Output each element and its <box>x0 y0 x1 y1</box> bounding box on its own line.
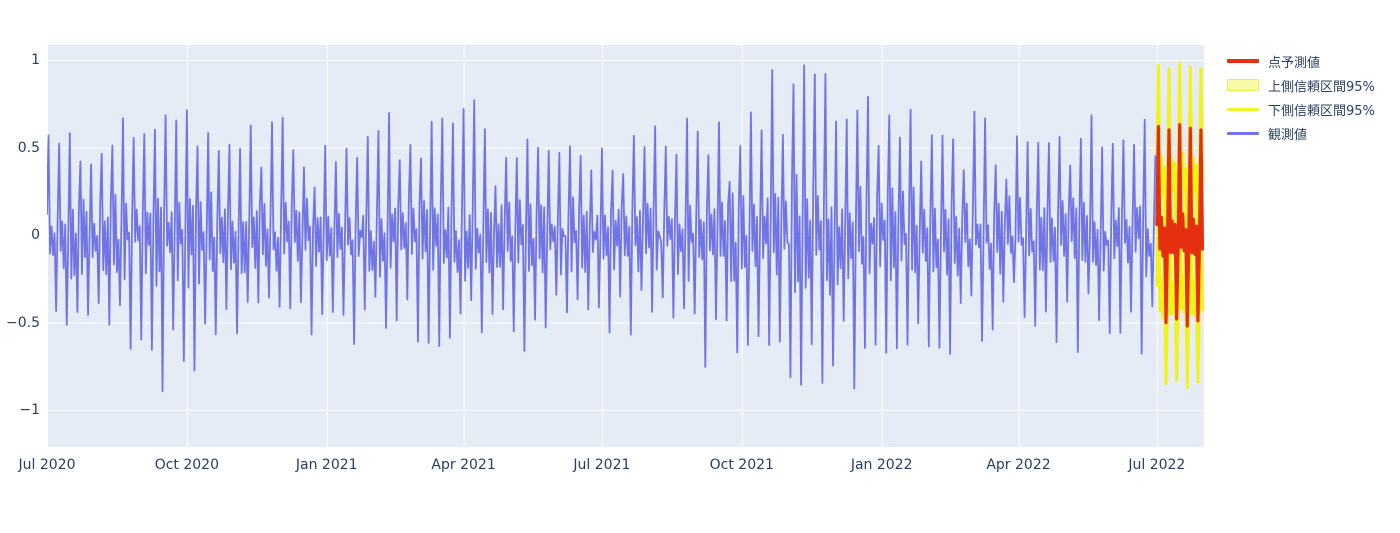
legend-label-forecast: 点予測値 <box>1268 55 1321 71</box>
x-tick-label: Apr 2021 <box>431 457 496 473</box>
y-tick-label: −1 <box>19 402 40 418</box>
y-tick-label: 0 <box>31 227 40 243</box>
legend-item-forecast[interactable]: 点予測値 <box>1227 52 1375 71</box>
legend-item-observed[interactable]: 観測値 <box>1227 124 1375 143</box>
y-tick-label: −0.5 <box>6 314 40 331</box>
legend-label-upper-ci: 上側信頼区間95% <box>1268 79 1375 95</box>
y-tick-label: 0.5 <box>17 139 40 156</box>
y-tick-label: 1 <box>31 52 40 68</box>
legend-item-upper-ci[interactable]: 上側信頼区間95% <box>1227 76 1375 95</box>
lower-ci-line-swatch <box>1227 107 1259 111</box>
x-tick-label: Jul 2021 <box>573 457 631 473</box>
legend: 点予測値 上側信頼区間95% 下側信頼区間95% 観測値 <box>1227 52 1375 143</box>
forecast-line-swatch <box>1227 59 1259 63</box>
chart-canvas[interactable] <box>47 45 1204 447</box>
x-tick-label: Jan 2021 <box>295 457 358 473</box>
x-tick-label: Jul 2020 <box>18 457 76 473</box>
x-tick-label: Oct 2021 <box>709 457 774 473</box>
legend-label-observed: 観測値 <box>1268 127 1308 143</box>
x-tick-label: Apr 2022 <box>986 457 1051 473</box>
x-tick-label: Jan 2022 <box>850 457 913 473</box>
legend-label-lower-ci: 下側信頼区間95% <box>1268 103 1375 119</box>
plot-area[interactable] <box>47 45 1204 447</box>
legend-item-lower-ci[interactable]: 下側信頼区間95% <box>1227 100 1375 119</box>
observed-line-swatch <box>1227 131 1259 135</box>
upper-ci-band-swatch <box>1227 79 1259 91</box>
x-tick-label: Oct 2020 <box>154 457 219 473</box>
x-tick-label: Jul 2022 <box>1128 457 1186 473</box>
